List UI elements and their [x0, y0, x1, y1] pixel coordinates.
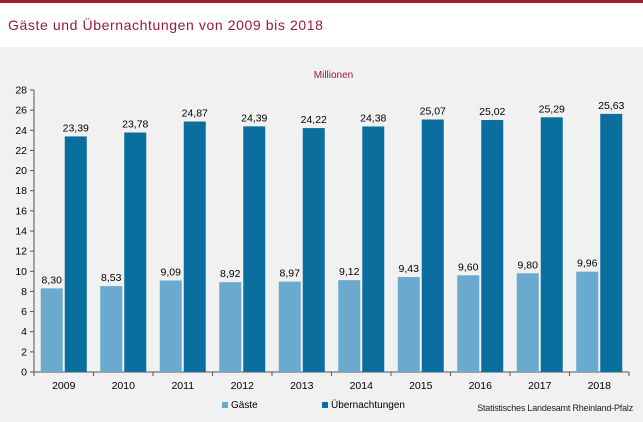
x-tick-label: 2010 — [112, 380, 136, 392]
y-tick-label: 8 — [21, 286, 27, 298]
x-tick-label: 2013 — [290, 380, 314, 392]
bar-uebernachtungen — [183, 121, 206, 372]
data-label-gaeste: 9,09 — [161, 266, 182, 278]
bar-uebernachtungen — [64, 136, 87, 372]
chart-title: Millionen — [314, 70, 353, 81]
y-tick-label: 4 — [21, 326, 27, 338]
bar-uebernachtungen — [243, 126, 266, 373]
y-tick-label: 14 — [15, 226, 27, 238]
y-tick-label: 2 — [21, 346, 27, 358]
x-tick-label: 2014 — [350, 380, 374, 392]
legend-gaeste-label: Gäste — [231, 400, 258, 411]
x-tick-label: 2012 — [231, 380, 255, 392]
data-label-gaeste: 8,92 — [220, 268, 241, 280]
data-label-gaeste: 9,60 — [458, 261, 479, 273]
bar-gaeste — [278, 281, 301, 372]
x-tick-label: 2018 — [588, 380, 612, 392]
bar-uebernachtungen — [302, 128, 325, 372]
bar-gaeste — [397, 277, 420, 372]
data-label-gaeste: 9,80 — [518, 259, 539, 271]
bar-uebernachtungen — [421, 119, 444, 373]
x-tick-label: 2015 — [409, 380, 433, 392]
data-label-uebernachtungen: 25,63 — [598, 100, 624, 112]
y-tick-label: 28 — [15, 85, 27, 97]
bar-gaeste — [576, 271, 599, 372]
y-tick-label: 24 — [15, 125, 27, 137]
header: Gäste und Übernachtungen von 2009 bis 20… — [0, 3, 643, 47]
y-tick-label: 6 — [21, 306, 27, 318]
x-tick-label: 2011 — [171, 380, 194, 392]
y-tick-label: 18 — [15, 185, 27, 197]
bar-uebernachtungen — [362, 126, 385, 372]
data-label-gaeste: 9,96 — [577, 258, 598, 270]
bar-uebernachtungen — [124, 132, 147, 372]
x-tick-label: 2009 — [52, 380, 76, 392]
top-accent-rule — [0, 0, 643, 3]
y-tick-label: 22 — [15, 145, 27, 157]
legend-uebernachtungen-label: Übernachtungen — [331, 399, 405, 411]
data-label-uebernachtungen: 25,07 — [420, 106, 446, 118]
bar-gaeste — [516, 273, 539, 372]
legend-uebernachtungen-swatch — [322, 402, 328, 408]
data-label-gaeste: 9,43 — [399, 263, 420, 275]
y-tick-label: 12 — [15, 246, 27, 258]
bar-gaeste — [219, 282, 242, 372]
bar-uebernachtungen — [481, 120, 504, 373]
data-label-uebernachtungen: 24,22 — [301, 114, 327, 126]
x-tick-label: 2016 — [469, 380, 493, 392]
data-label-uebernachtungen: 24,38 — [360, 112, 386, 124]
bar-uebernachtungen — [540, 117, 563, 372]
data-label-uebernachtungen: 23,39 — [63, 122, 89, 134]
page-title: Gäste und Übernachtungen von 2009 bis 20… — [8, 17, 324, 33]
y-tick-label: 0 — [21, 367, 27, 379]
legend-gaeste-swatch — [222, 402, 228, 408]
bar-uebernachtungen — [600, 113, 623, 372]
data-label-gaeste: 8,53 — [101, 272, 122, 284]
source-note: Statistisches Landesamt Rheinland-Pfalz — [477, 403, 633, 413]
data-label-uebernachtungen: 25,29 — [539, 103, 565, 115]
data-label-gaeste: 8,30 — [42, 274, 63, 286]
y-tick-label: 26 — [15, 105, 27, 117]
data-label-gaeste: 8,97 — [280, 268, 301, 280]
data-label-uebernachtungen: 24,39 — [241, 112, 267, 124]
bar-gaeste — [457, 275, 480, 372]
data-label-gaeste: 9,12 — [339, 266, 360, 278]
data-label-uebernachtungen: 25,02 — [479, 106, 505, 118]
x-tick-label: 2017 — [528, 380, 552, 392]
y-tick-label: 16 — [15, 205, 27, 217]
bar-gaeste — [100, 286, 123, 372]
y-tick-label: 10 — [15, 266, 27, 278]
y-tick-label: 20 — [15, 165, 27, 177]
data-label-uebernachtungen: 23,78 — [122, 119, 148, 131]
data-label-uebernachtungen: 24,87 — [182, 108, 208, 120]
bar-gaeste — [338, 280, 361, 372]
bar-gaeste — [159, 280, 182, 372]
bar-gaeste — [40, 288, 63, 372]
